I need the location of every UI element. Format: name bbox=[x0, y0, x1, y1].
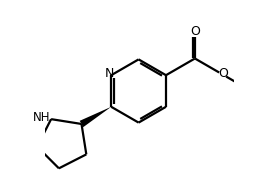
Text: N: N bbox=[105, 67, 114, 80]
Text: NH: NH bbox=[32, 111, 50, 124]
Polygon shape bbox=[80, 107, 111, 127]
Text: O: O bbox=[219, 67, 229, 80]
Text: O: O bbox=[190, 25, 200, 38]
